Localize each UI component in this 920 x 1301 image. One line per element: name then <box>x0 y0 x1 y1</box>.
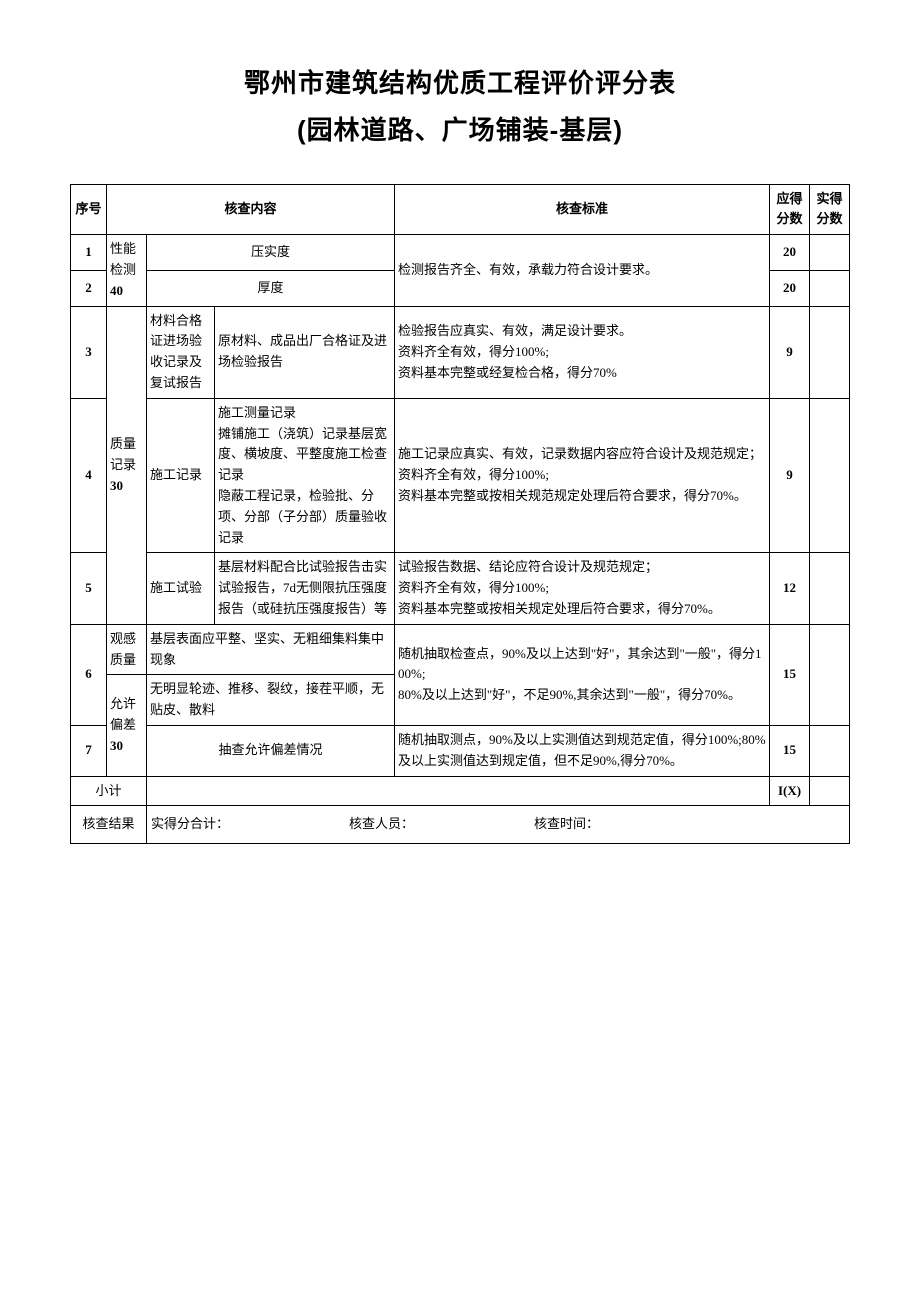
footer-result-label: 核查结果 <box>71 806 147 844</box>
subtotal-actual <box>810 776 850 806</box>
subtotal-row: 小计 I(X) <box>71 776 850 806</box>
subtotal-label: 小计 <box>71 776 147 806</box>
header-standard: 核查标准 <box>395 184 770 235</box>
header-seq: 序号 <box>71 184 107 235</box>
category-weight: 30 <box>110 478 123 493</box>
category-label: 性能检测 <box>110 241 136 277</box>
content-cell: 施工测量记录 摊铺施工（浇筑）记录基层宽度、横坡度、平整度施工检查记录 隐蔽工程… <box>215 398 395 553</box>
score-actual-cell <box>810 624 850 725</box>
header-score-actual: 实得分数 <box>810 184 850 235</box>
score-due-cell: 12 <box>770 553 810 624</box>
seq-cell: 4 <box>71 398 107 553</box>
score-due-cell: 15 <box>770 725 810 776</box>
footer-total-label: 实得分合计： <box>151 814 229 835</box>
subcat-cell: 施工记录 <box>147 398 215 553</box>
scoring-table: 序号 核查内容 核查标准 应得分数 实得分数 1 性能检测 40 压实度 检测报… <box>70 184 850 845</box>
standard-cell: 施工记录应真实、有效，记录数据内容应符合设计及规范规定；资料齐全有效，得分100… <box>395 398 770 553</box>
subtotal-value: I(X) <box>770 776 810 806</box>
table-row: 7 抽查允许偏差情况 随机抽取测点，90%及以上实测值达到规范定值，得分100%… <box>71 725 850 776</box>
header-score-due: 应得分数 <box>770 184 810 235</box>
category-label: 质量记录 <box>110 436 136 472</box>
score-actual-cell <box>810 306 850 398</box>
score-due-cell: 15 <box>770 624 810 725</box>
score-due-cell: 9 <box>770 398 810 553</box>
table-row: 1 性能检测 40 压实度 检测报告齐全、有效，承载力符合设计要求。 20 <box>71 235 850 271</box>
title-line-2: (园林道路、广场铺装-基层) <box>70 107 850 154</box>
content-cell: 基层材料配合比试验报告击实试验报告，7d无侧限抗压强度报告（或硅抗压强度报告）等 <box>215 553 395 624</box>
standard-cell: 检测报告齐全、有效，承载力符合设计要求。 <box>395 235 770 306</box>
standard-cell: 试验报告数据、结论应符合设计及规范规定； 资料齐全有效，得分100%; 资料基本… <box>395 553 770 624</box>
content-cell: 基层表面应平整、坚实、无粗细集料集中现象 <box>147 624 395 675</box>
header-content: 核查内容 <box>107 184 395 235</box>
category-cell-tol: 允许偏差 30 <box>107 675 147 776</box>
category-cell-qual: 质量记录 30 <box>107 306 147 624</box>
score-actual-cell <box>810 270 850 306</box>
seq-cell: 7 <box>71 725 107 776</box>
standard-cell: 检验报告应真实、有效，满足设计要求。 资料齐全有效，得分100%; 资料基本完整… <box>395 306 770 398</box>
footer-row: 核查结果 实得分合计： 核查人员： 核查时间： <box>71 806 850 844</box>
category-cell-perf: 性能检测 40 <box>107 235 147 306</box>
content-cell: 无明显轮迹、推移、裂纹，接茬平顺，无贴皮、散料 <box>147 675 395 726</box>
footer-content: 实得分合计： 核查人员： 核查时间： <box>147 806 850 844</box>
score-actual-cell <box>810 553 850 624</box>
category-cell-vis: 观感质量 <box>107 624 147 675</box>
title-line-1: 鄂州市建筑结构优质工程评价评分表 <box>70 60 850 107</box>
table-row: 3 质量记录 30 材料合格证进场验收记录及复试报告 原材料、成品出厂合格证及进… <box>71 306 850 398</box>
table-row: 5 施工试验 基层材料配合比试验报告击实试验报告，7d无侧限抗压强度报告（或硅抗… <box>71 553 850 624</box>
subtotal-blank <box>147 776 770 806</box>
seq-cell: 3 <box>71 306 107 398</box>
seq-cell: 5 <box>71 553 107 624</box>
subcat-cell: 材料合格证进场验收记录及复试报告 <box>147 306 215 398</box>
table-row: 4 施工记录 施工测量记录 摊铺施工（浇筑）记录基层宽度、横坡度、平整度施工检查… <box>71 398 850 553</box>
content-cell: 厚度 <box>147 270 395 306</box>
score-actual-cell <box>810 235 850 271</box>
content-cell: 抽查允许偏差情况 <box>147 725 395 776</box>
table-row: 6 观感质量 基层表面应平整、坚实、无粗细集料集中现象 随机抽取检查点，90%及… <box>71 624 850 675</box>
title-block: 鄂州市建筑结构优质工程评价评分表 (园林道路、广场铺装-基层) <box>70 60 850 154</box>
score-due-cell: 20 <box>770 270 810 306</box>
footer-person-label: 核查人员： <box>349 814 414 835</box>
score-due-cell: 9 <box>770 306 810 398</box>
category-weight: 40 <box>110 283 123 298</box>
seq-cell: 1 <box>71 235 107 271</box>
standard-cell: 随机抽取测点，90%及以上实测值达到规范定值，得分100%;80%及以上实测值达… <box>395 725 770 776</box>
seq-cell: 6 <box>71 624 107 725</box>
seq-cell: 2 <box>71 270 107 306</box>
category-weight: 30 <box>110 738 123 753</box>
category-label: 观感质量 <box>110 631 136 667</box>
subcat-cell: 施工试验 <box>147 553 215 624</box>
content-cell: 原材料、成品出厂合格证及进场检验报告 <box>215 306 395 398</box>
standard-cell: 随机抽取检查点，90%及以上达到"好"，其余达到"一般"，得分100%; 80%… <box>395 624 770 725</box>
score-actual-cell <box>810 398 850 553</box>
table-header-row: 序号 核查内容 核查标准 应得分数 实得分数 <box>71 184 850 235</box>
content-cell: 压实度 <box>147 235 395 271</box>
category-label: 允许偏差 <box>110 696 136 732</box>
score-due-cell: 20 <box>770 235 810 271</box>
score-actual-cell <box>810 725 850 776</box>
footer-time-label: 核查时间： <box>534 814 599 835</box>
